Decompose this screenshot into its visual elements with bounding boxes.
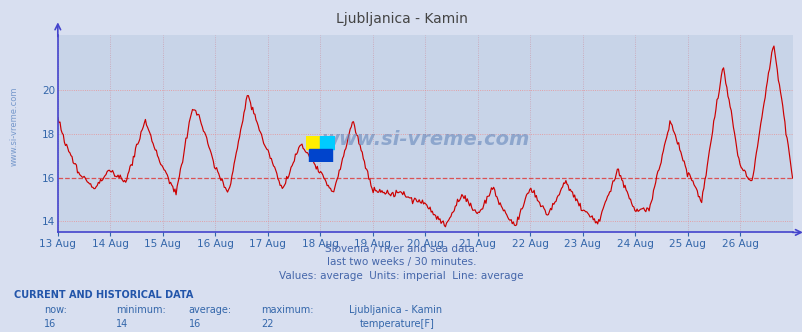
Text: 16: 16 xyxy=(44,319,56,329)
Text: temperature[F]: temperature[F] xyxy=(359,319,434,329)
Bar xyxy=(320,136,334,149)
Text: now:: now: xyxy=(44,305,67,315)
Text: www.si-vreme.com: www.si-vreme.com xyxy=(10,86,18,166)
Text: Slovenia / river and sea data.: Slovenia / river and sea data. xyxy=(325,244,477,254)
Bar xyxy=(306,136,320,149)
Text: CURRENT AND HISTORICAL DATA: CURRENT AND HISTORICAL DATA xyxy=(14,290,193,300)
Text: 14: 14 xyxy=(116,319,128,329)
Text: www.si-vreme.com: www.si-vreme.com xyxy=(321,130,529,149)
Text: Values: average  Units: imperial  Line: average: Values: average Units: imperial Line: av… xyxy=(279,271,523,281)
Text: Ljubljanica - Kamin: Ljubljanica - Kamin xyxy=(349,305,442,315)
Text: average:: average: xyxy=(188,305,232,315)
Text: last two weeks / 30 minutes.: last two weeks / 30 minutes. xyxy=(326,257,476,267)
Text: maximum:: maximum: xyxy=(261,305,313,315)
Text: Ljubljanica - Kamin: Ljubljanica - Kamin xyxy=(335,12,467,26)
Text: 16: 16 xyxy=(188,319,200,329)
Text: 22: 22 xyxy=(261,319,273,329)
Text: minimum:: minimum: xyxy=(116,305,166,315)
Bar xyxy=(308,149,331,162)
